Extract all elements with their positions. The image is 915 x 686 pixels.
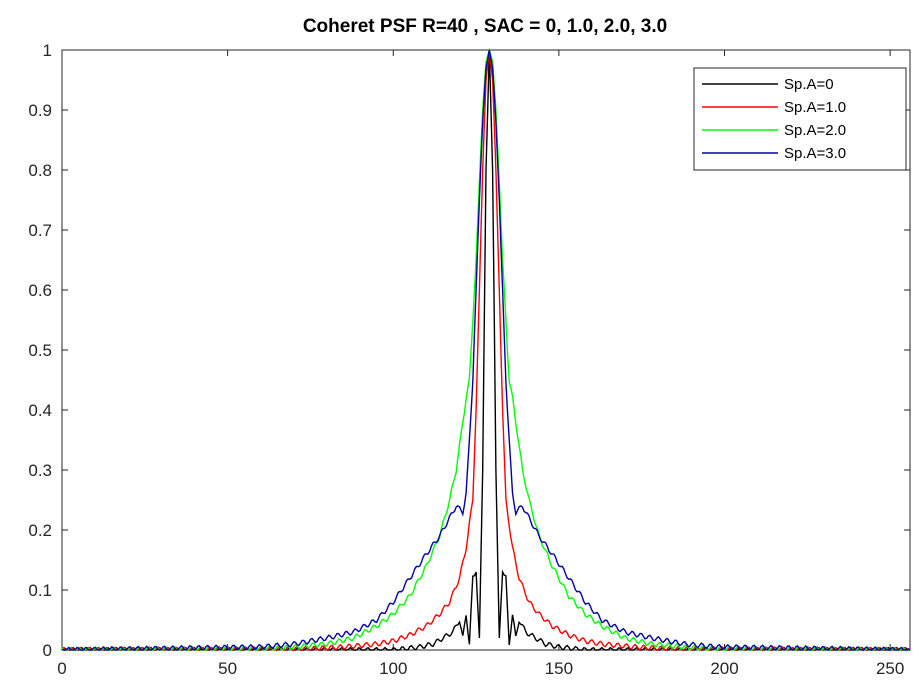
y-tick-label: 1	[43, 41, 52, 60]
x-tick-label: 250	[876, 659, 904, 678]
legend-label: Sp.A=2.0	[784, 122, 846, 139]
series-lines	[61, 47, 911, 651]
x-tick-label: 100	[379, 659, 407, 678]
y-tick-label: 0.2	[28, 521, 52, 540]
y-tick-label: 0.7	[28, 221, 52, 240]
legend-label: Sp.A=3.0	[784, 145, 846, 162]
y-tick-label: 0.4	[28, 401, 52, 420]
y-axis: 0 0.1 0.2 0.3 0.4 0.5 0.6 0.7 0.8 0.9 1	[28, 41, 910, 660]
x-tick-label: 150	[545, 659, 573, 678]
y-tick-label: 0	[43, 641, 52, 660]
x-axis: 0 50 100 150 200 250	[57, 50, 904, 678]
y-tick-label: 0.9	[28, 101, 52, 120]
legend-label: Sp.A=0	[784, 76, 834, 93]
y-tick-label: 0.8	[28, 161, 52, 180]
x-tick-label: 200	[710, 659, 738, 678]
y-tick-label: 0.5	[28, 341, 52, 360]
legend-box	[693, 67, 907, 171]
y-tick-label: 0.6	[28, 281, 52, 300]
y-tick-label: 0.1	[28, 581, 52, 600]
chart-title: Coheret PSF R=40 , SAC = 0, 1.0, 2.0, 3.…	[303, 16, 667, 37]
legend: Sp.A=0 Sp.A=1.0 Sp.A=2.0 Sp.A=3.0	[693, 67, 907, 171]
legend-label: Sp.A=1.0	[784, 99, 846, 116]
x-tick-label: 0	[57, 659, 66, 678]
y-tick-label: 0.3	[28, 461, 52, 480]
x-tick-label: 50	[218, 659, 237, 678]
series-line-3	[61, 49, 911, 651]
